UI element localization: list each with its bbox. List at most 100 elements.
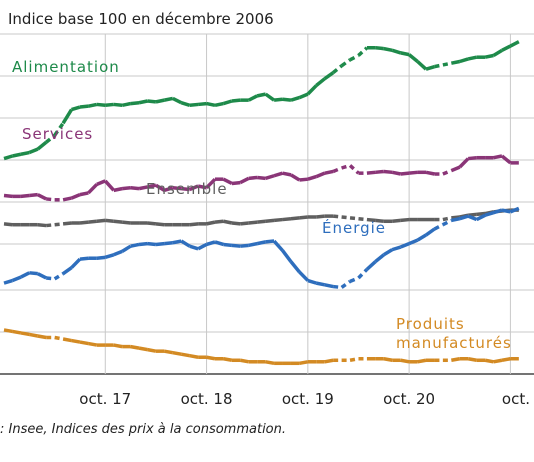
series-segment [248,175,258,181]
series-segment [256,240,266,246]
series-segment [382,248,394,257]
series-segment [265,218,275,224]
series-segment [231,221,241,226]
series-1 [3,154,519,202]
series-segment [307,278,317,285]
series-segment [88,102,98,108]
series-segment [400,51,410,57]
series-segment [54,335,64,341]
series-label: Alimentation [12,58,120,76]
series-segment [231,243,241,248]
series-segment [467,357,477,362]
x-axis-ticks: oct. 17 oct. 18 oct. 19 oct. 20 oct. [79,390,530,408]
series-segment [341,215,351,220]
series-segment [130,100,140,106]
series-segment [282,171,292,177]
series-segment [332,64,343,75]
series-label: Énergie [322,218,386,237]
grid [0,33,534,375]
series-segment [163,186,174,193]
series-segment [349,276,360,284]
series-segment [214,240,224,247]
series-segment [96,179,106,186]
series-segment [138,185,148,191]
series-segment [273,171,284,178]
series-segment [391,245,402,252]
series-segment [239,176,250,185]
series-segment [223,242,233,248]
series-segment [113,249,123,257]
series-segment [223,219,233,225]
series-segment [299,215,309,220]
series-0 [3,40,520,161]
series-segment [324,169,334,175]
series-segment [231,180,241,186]
series-layer [3,40,520,366]
series-segment [451,215,460,220]
series-segment [70,257,82,269]
series-segment [20,271,31,279]
series-segment [315,281,326,287]
series-segment [240,221,249,226]
series-segment [205,177,217,189]
series-label: Ensemble [146,180,228,198]
series-segment [298,270,310,282]
series-segment [450,165,461,173]
series-segment [299,177,309,182]
series-segment [450,216,461,223]
series-segment [509,40,520,48]
series-segment [61,108,74,125]
series-segment [240,358,250,364]
series-segment [96,255,106,260]
series-segment [408,170,418,175]
series-segment [400,171,410,176]
series-segment [501,44,512,52]
series-segment [189,184,199,192]
chart-title: Indice base 100 en décembre 2006 [8,10,274,28]
series-segment [468,155,477,161]
series-segment [467,214,478,222]
series-segment [316,214,325,219]
series-segment [324,283,334,289]
series-segment [332,214,342,219]
series-segment [307,174,317,181]
series-segment [248,241,258,248]
series-segment [62,266,73,276]
series-segment [28,147,39,155]
series-segment [467,55,477,61]
series-segment [87,183,99,195]
series-segment [214,101,224,108]
series-segment [105,218,114,224]
series-segment [37,334,47,340]
series-segment [257,175,266,181]
series-segment [155,183,166,192]
series-segment [3,278,13,285]
series-segment [147,347,157,353]
series-segment [121,186,131,191]
series-segment [172,239,182,245]
series-segment [400,358,410,364]
series-segment [247,94,258,102]
series-segment [265,174,275,180]
series-segment [348,164,360,175]
series-segment [164,96,174,102]
series-segment [383,46,393,53]
series-segment [113,343,123,349]
series-segment [501,208,511,214]
series-segment [45,134,56,144]
series-segment [332,284,342,290]
series-segment [272,239,284,252]
series-segment [375,169,384,175]
series-segment [375,46,384,51]
series-segment [391,170,402,176]
series-segment [273,97,283,102]
series-segment [113,186,123,193]
series-segment [299,360,309,366]
series-segment [206,355,216,361]
series-segment [493,154,503,160]
x-tick-label: oct. 17 [79,390,131,408]
series-segment [434,63,444,69]
series-segment [223,357,233,362]
series-segment [130,242,140,248]
